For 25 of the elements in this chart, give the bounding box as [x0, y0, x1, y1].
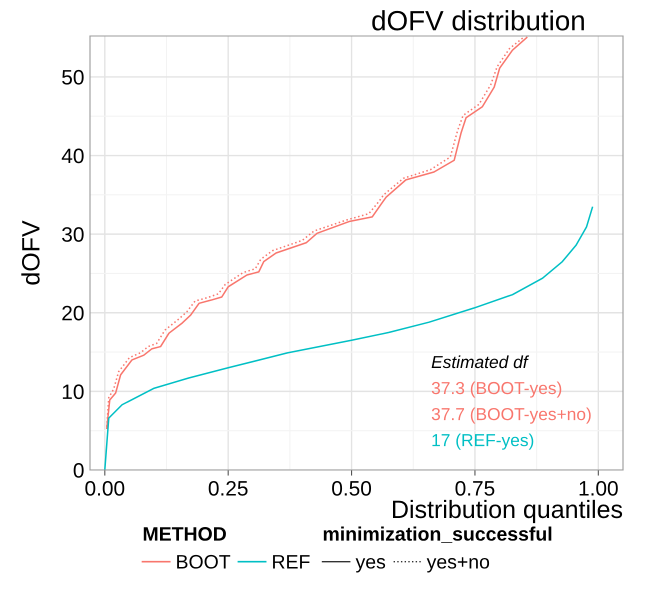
text: METHOD: [144, 527, 226, 541]
x-tick-label: 0.25: [208, 480, 248, 496]
y-tick-label: 20: [62, 306, 84, 321]
legend-label: REF: [273, 555, 310, 568]
annotation: 37.7 (BOOT-yes+no): [432, 408, 591, 424]
x-tick-label: 0.75: [455, 480, 494, 496]
annotation: 17 (REF-yes): [432, 434, 534, 450]
y-tick-label: 50: [62, 70, 84, 85]
text: yes: [356, 558, 386, 572]
x-tick-label: 0.50: [332, 480, 372, 496]
x-axis-title: Distribution quantiles: [392, 500, 622, 524]
text: yes+no: [426, 557, 490, 572]
y-tick-label: 0: [74, 463, 84, 478]
x-tick-label: 0.00: [85, 480, 124, 496]
y-tick-label: 10: [62, 384, 84, 400]
chart-title: dOFV distribution: [372, 10, 584, 31]
line-series: [104, 206, 594, 470]
x-tick-label: 1.00: [580, 480, 618, 496]
text: minimization_successful: [324, 526, 552, 543]
annotation: 37.3 (BOOT-yes): [432, 381, 562, 398]
y-axis-title: dOFV: [21, 220, 40, 285]
legend-label: BOOT: [177, 554, 230, 569]
y-tick-label: 40: [62, 148, 84, 164]
y-tick-label: 30: [62, 227, 84, 242]
annotation: Estimated df: [432, 355, 530, 368]
